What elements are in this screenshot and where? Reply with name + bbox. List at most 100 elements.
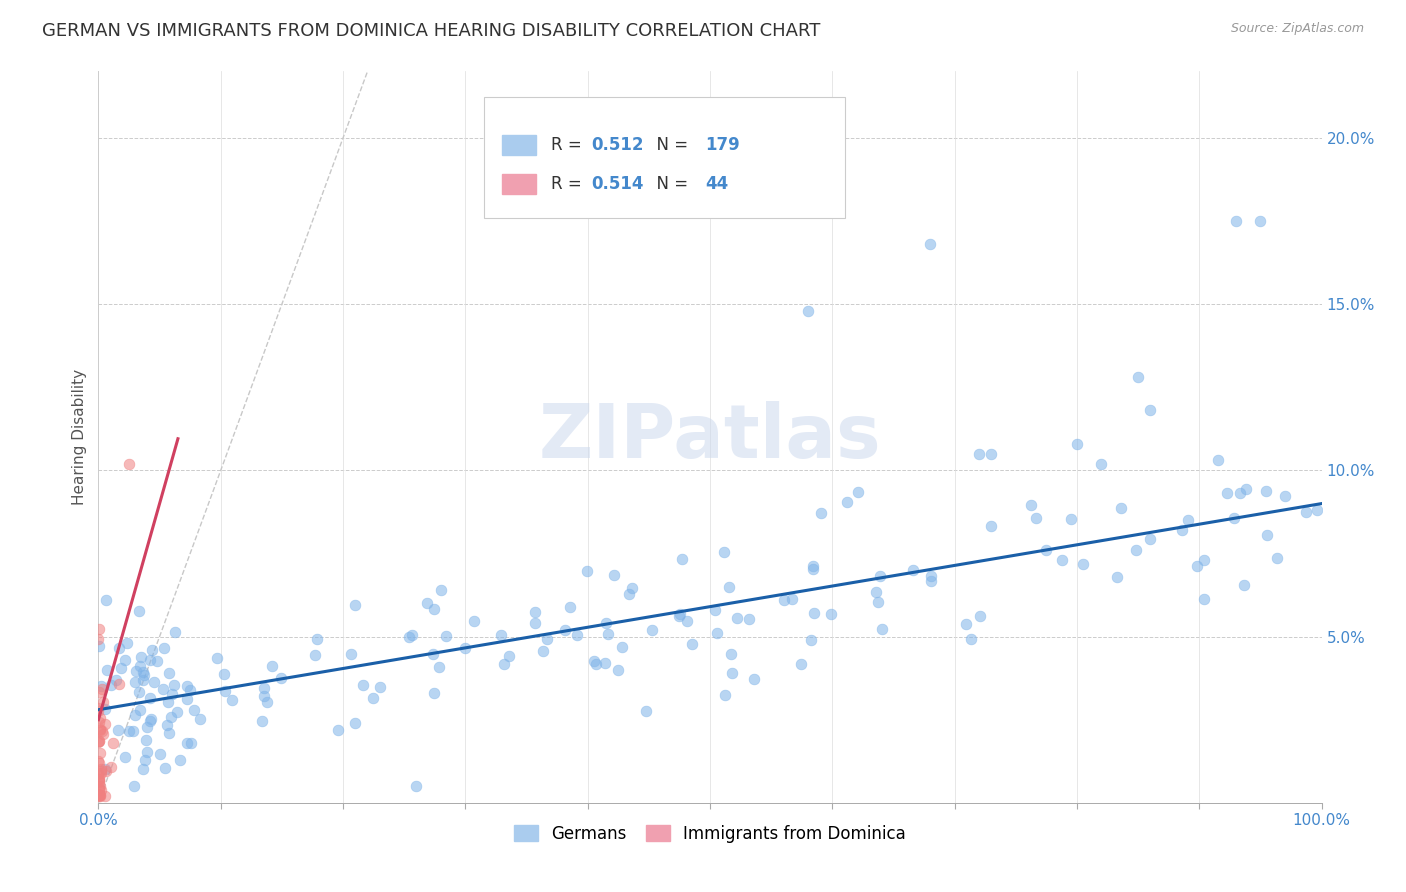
Point [603, 568, 626, 582]
Point [166, 705, 188, 719]
Point [205, 651, 228, 665]
Point [114, 750, 136, 764]
Point [253, 689, 276, 703]
Point [772, 592, 794, 607]
Point [136, 720, 159, 734]
Point [554, 624, 576, 638]
Point [368, 680, 391, 694]
Point [250, 714, 273, 728]
Point [138, 690, 160, 705]
Point [1066, 436, 1088, 450]
Point [1229, 485, 1251, 500]
Bar [502, 135, 536, 155]
Point [89, 788, 111, 802]
Point [725, 611, 748, 625]
Point [89, 747, 111, 761]
Point [107, 723, 129, 737]
Text: ZIPatlas: ZIPatlas [538, 401, 882, 474]
Point [617, 587, 640, 601]
Point [87, 767, 110, 781]
Point [118, 457, 141, 471]
Point [256, 695, 278, 709]
Point [920, 237, 942, 252]
Point [1306, 503, 1329, 517]
Point [139, 712, 162, 726]
Point [183, 703, 205, 717]
Point [595, 656, 617, 670]
Point [1249, 214, 1271, 228]
Point [453, 640, 475, 655]
Point [94, 764, 117, 779]
Point [122, 779, 145, 793]
Point [176, 736, 198, 750]
Point [87, 735, 110, 749]
Point [717, 580, 740, 594]
Point [1139, 403, 1161, 417]
Point [595, 616, 617, 631]
Point [87, 788, 110, 802]
Point [155, 718, 177, 732]
Point [87, 685, 110, 699]
Point [89, 772, 111, 786]
Point [94, 701, 117, 715]
Point [188, 713, 211, 727]
Point [87, 701, 110, 715]
Point [1233, 577, 1256, 591]
Point [1125, 543, 1147, 558]
Point [87, 772, 110, 786]
Point [969, 608, 991, 623]
Point [156, 696, 179, 710]
Point [1060, 512, 1083, 526]
Point [270, 672, 292, 686]
Point [214, 684, 236, 698]
Point [176, 679, 198, 693]
Point [575, 564, 598, 578]
Point [401, 628, 423, 642]
Point [87, 632, 110, 647]
Point [122, 724, 145, 739]
Point [967, 447, 990, 461]
Point [865, 585, 887, 599]
Point [901, 563, 924, 577]
Point [94, 717, 117, 731]
Point [87, 733, 110, 747]
Point [361, 691, 384, 706]
Point [160, 687, 183, 701]
Point [427, 660, 450, 674]
Point [800, 632, 823, 647]
Point [131, 673, 153, 688]
Text: Source: ZipAtlas.com: Source: ZipAtlas.com [1230, 22, 1364, 36]
Point [149, 747, 172, 761]
Point [101, 737, 124, 751]
Point [423, 686, 446, 700]
Point [307, 632, 329, 646]
Point [304, 648, 326, 662]
Point [869, 569, 891, 583]
Point [157, 726, 180, 740]
Point [152, 681, 174, 696]
Point [494, 657, 516, 671]
Point [1234, 482, 1257, 496]
Text: 179: 179 [706, 136, 740, 154]
Point [87, 787, 110, 801]
Point [105, 673, 128, 687]
Point [531, 644, 554, 658]
Text: 0.512: 0.512 [592, 136, 644, 154]
Point [1225, 214, 1247, 228]
Point [560, 600, 582, 615]
Point [810, 507, 832, 521]
Point [89, 773, 111, 788]
Point [153, 761, 176, 775]
Point [704, 602, 727, 616]
Point [422, 648, 444, 662]
Point [1265, 550, 1288, 565]
Point [100, 759, 122, 773]
Point [136, 745, 159, 759]
Point [463, 614, 485, 628]
Point [114, 653, 136, 667]
Point [1019, 498, 1042, 512]
Text: N =: N = [647, 175, 693, 193]
Point [91, 724, 114, 739]
Text: R =: R = [551, 175, 588, 193]
Point [90, 682, 112, 697]
